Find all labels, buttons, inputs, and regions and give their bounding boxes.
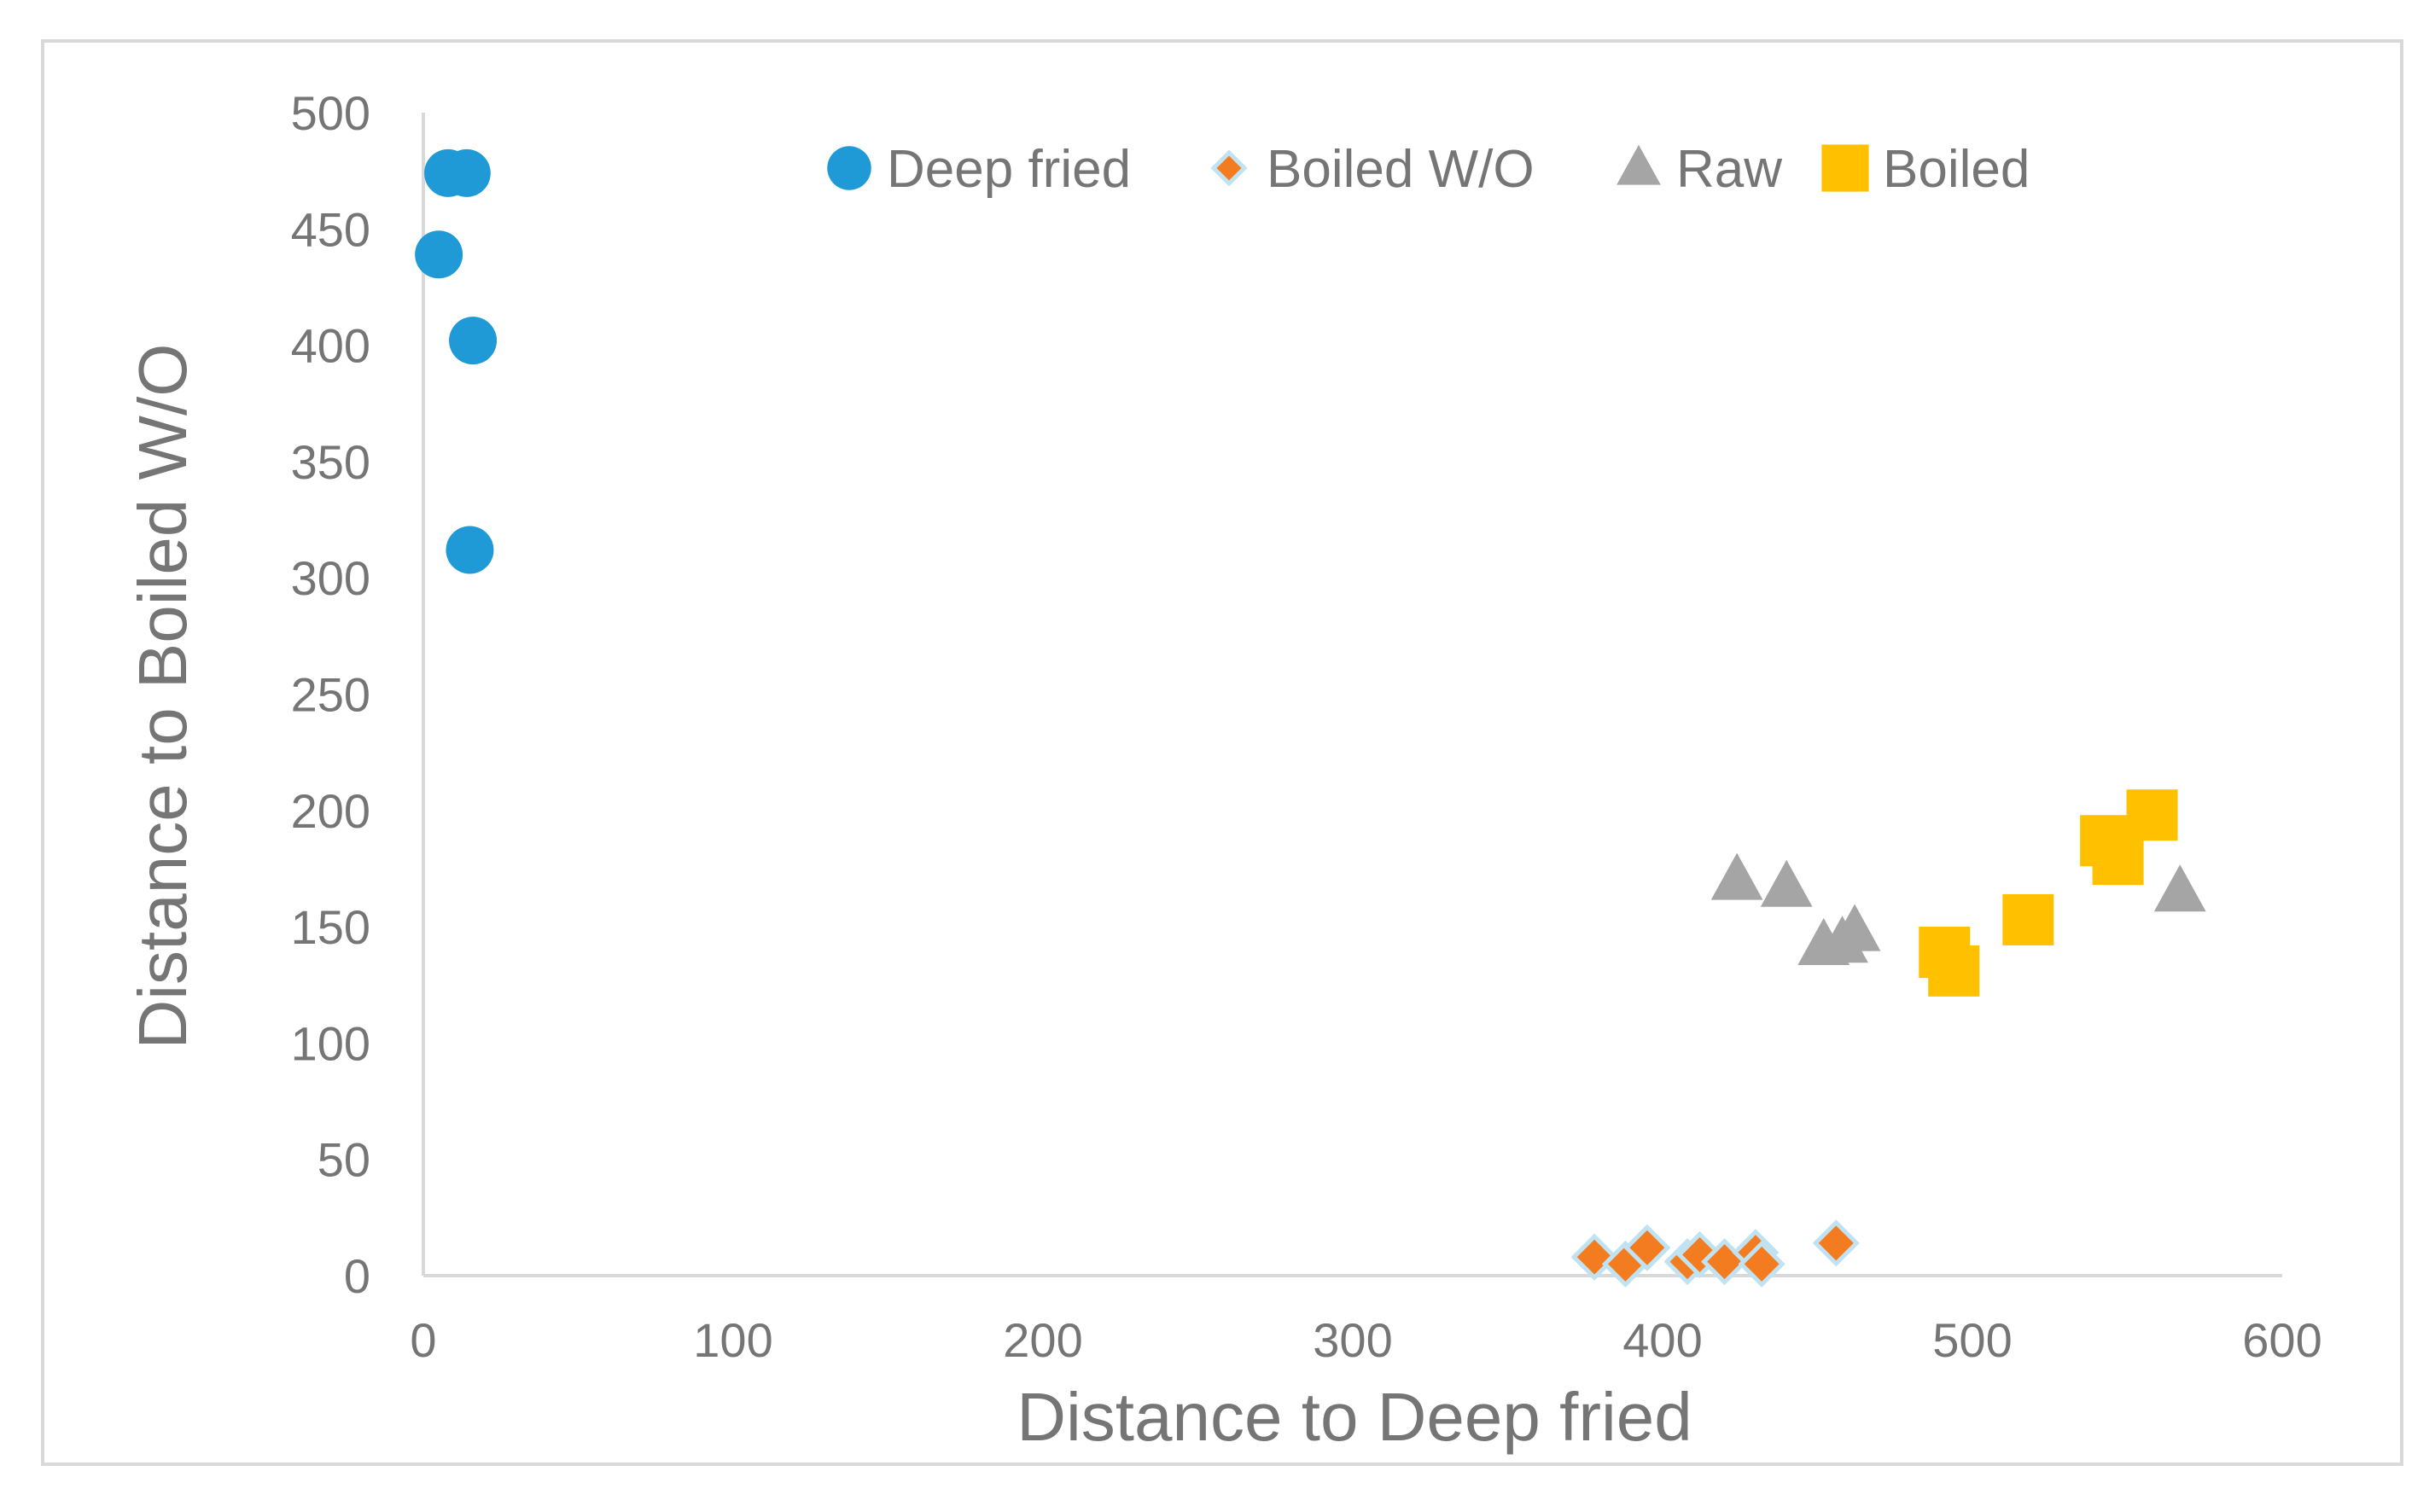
- chart-border: [41, 39, 2403, 1466]
- x-tick-label: 0: [410, 1313, 436, 1367]
- legend-marker-boiled: [1821, 144, 1869, 192]
- y-tick-label: 500: [291, 86, 370, 140]
- y-tick-label: 300: [291, 551, 370, 605]
- x-axis-title: Distance to Deep fried: [1017, 1379, 1692, 1455]
- legend-label-boiled: Boiled: [1883, 140, 2030, 199]
- data-point-deep-fried: [446, 526, 494, 574]
- legend-marker-deep-fried: [827, 146, 871, 190]
- data-point-boiled-w-o: [1738, 1240, 1785, 1288]
- x-tick-label: 200: [1003, 1313, 1082, 1367]
- y-tick-label: 350: [291, 435, 370, 489]
- data-point-boiled: [1928, 945, 1980, 997]
- x-tick-label: 100: [693, 1313, 772, 1367]
- data-point-raw: [1710, 852, 1763, 900]
- data-point-boiled-w-o: [1570, 1233, 1618, 1281]
- legend-label-boiled-w-o: Boiled W/O: [1267, 140, 1535, 199]
- x-tick-label: 300: [1313, 1313, 1392, 1367]
- data-point-boiled-w-o: [1812, 1219, 1860, 1267]
- x-tick-label: 600: [2242, 1313, 2321, 1367]
- data-point-raw: [1828, 904, 1881, 951]
- data-point-boiled: [2092, 834, 2144, 886]
- y-axis-title: Distance to Boiled W/O: [125, 344, 201, 1050]
- y-tick-label: 0: [344, 1249, 370, 1303]
- data-point-raw: [1760, 859, 1813, 907]
- y-tick-label: 100: [291, 1016, 370, 1070]
- legend-marker-raw: [1617, 144, 1661, 185]
- legend-marker-boiled-w-o: [1210, 149, 1248, 187]
- data-point-deep-fried: [415, 230, 463, 279]
- y-tick-label: 250: [291, 668, 370, 722]
- y-tick-label: 450: [291, 202, 370, 256]
- y-tick-label: 200: [291, 784, 370, 838]
- data-point-boiled: [2126, 789, 2178, 841]
- y-tick-label: 400: [291, 319, 370, 373]
- y-tick-label: 50: [317, 1133, 370, 1187]
- legend-label-deep-fried: Deep fried: [887, 140, 1131, 199]
- data-point-boiled-w-o: [1623, 1224, 1671, 1271]
- data-point-deep-fried: [442, 148, 491, 197]
- legend-item-boiled: Boiled: [1821, 140, 2030, 199]
- x-tick-label: 400: [1622, 1313, 1702, 1367]
- data-point-boiled: [2002, 893, 2054, 945]
- legend-item-raw: Raw: [1617, 140, 1782, 199]
- x-tick-label: 500: [1932, 1313, 2012, 1367]
- data-point-raw: [2153, 864, 2206, 912]
- legend-label-raw: Raw: [1676, 140, 1782, 199]
- data-point-deep-fried: [449, 317, 498, 365]
- legend-item-deep-fried: Deep fried: [827, 140, 1131, 199]
- legend-item-boiled-w-o: Boiled W/O: [1210, 140, 1535, 199]
- y-tick-label: 150: [291, 900, 370, 954]
